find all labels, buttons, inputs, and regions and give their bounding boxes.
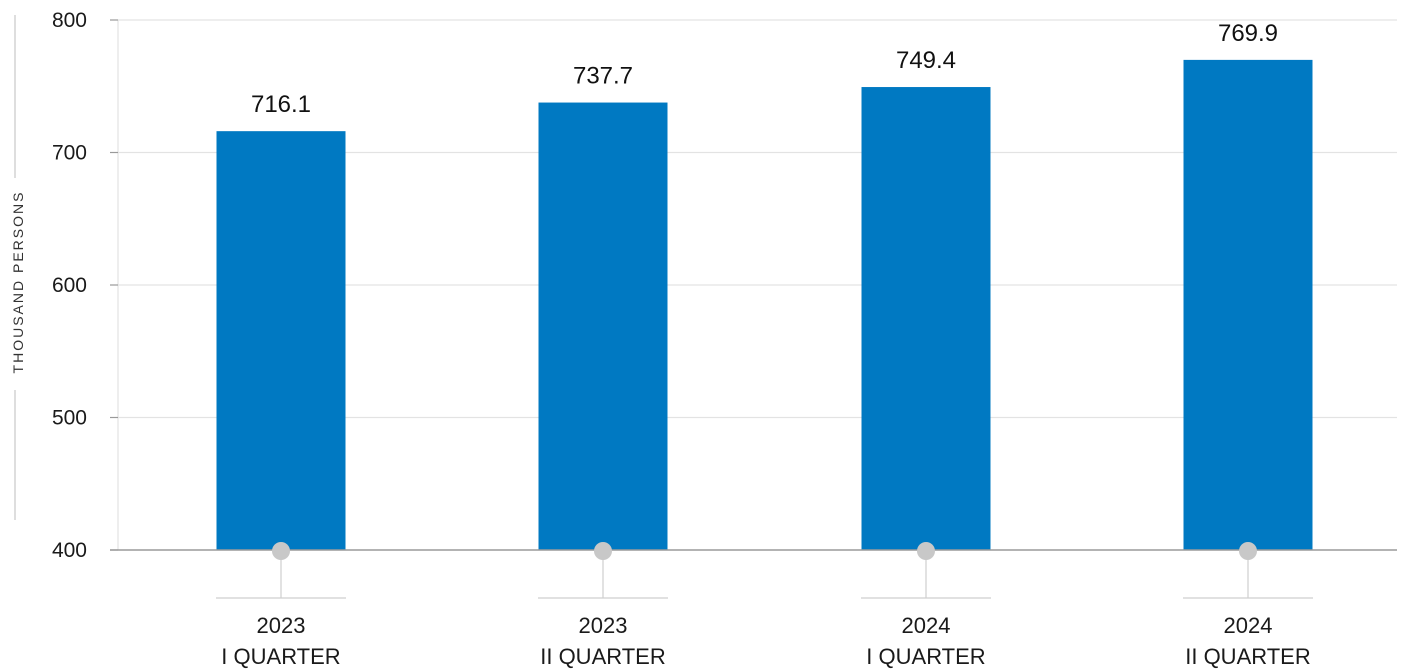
y-axis-ticks: 400 500 600 700 800 [52,9,118,562]
x-category-year: 2024 [1224,613,1273,638]
x-category-year: 2023 [579,613,628,638]
category-markers [216,542,1313,599]
bars [216,59,1313,551]
bar-value-label: 737.7 [573,63,633,90]
x-axis-categories: 2023 I QUARTER 2023 II QUARTER 2024 I QUARTER… [221,613,1310,669]
bar-value-label: 769.9 [1218,20,1278,47]
y-tick-label: 600 [52,274,87,297]
bar [538,102,668,551]
x-category-quarter: I QUARTER [866,644,985,669]
x-category-year: 2023 [257,613,306,638]
bar [861,87,991,551]
bar [216,131,346,551]
y-axis-label-group: THOUSAND PERSONS [10,15,26,520]
bar-value-label: 716.1 [251,91,311,118]
category-marker [917,542,935,560]
x-category-quarter: II QUARTER [540,644,666,669]
category-marker [594,542,612,560]
y-tick-label: 700 [52,142,87,165]
category-marker [272,542,290,560]
y-tick-label: 800 [52,9,87,32]
value-labels: 716.1 737.7 749.4 769.9 [251,20,1278,118]
x-category-quarter: I QUARTER [221,644,340,669]
x-category-quarter: II QUARTER [1185,644,1311,669]
y-axis-label: THOUSAND PERSONS [10,191,26,374]
x-category-year: 2024 [902,613,951,638]
y-tick-label: 500 [52,407,87,430]
bar [1183,59,1313,550]
bar-value-label: 749.4 [896,47,956,74]
y-tick-label: 400 [52,539,87,562]
category-marker [1239,542,1257,560]
